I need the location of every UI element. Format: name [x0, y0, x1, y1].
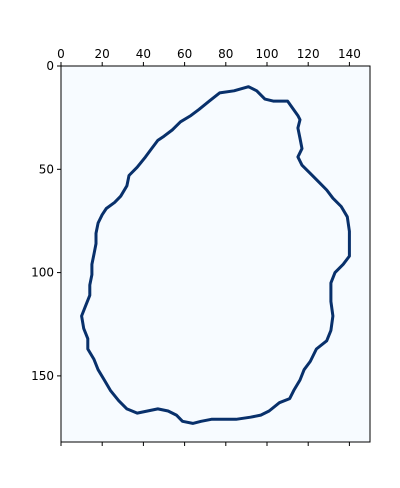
contour-line — [80, 85, 351, 425]
y-tick-label: 150 — [31, 369, 54, 383]
y-axis: 0 50 100 150 — [31, 59, 61, 383]
plot-area — [61, 66, 370, 442]
x-tick-label: 100 — [256, 47, 279, 61]
x-tick-label: 120 — [297, 47, 320, 61]
x-tick-label: 20 — [95, 47, 110, 61]
y-tick-label: 50 — [39, 162, 54, 176]
x-tick-label: 0 — [57, 47, 65, 61]
plot-frame — [60, 65, 371, 443]
x-axis-top: 0 20 40 60 80 100 120 140 — [57, 47, 361, 66]
y-tick-label: 100 — [31, 266, 54, 280]
x-tick-label: 140 — [338, 47, 361, 61]
x-tick-label: 40 — [136, 47, 151, 61]
x-tick-label: 80 — [218, 47, 233, 61]
x-tick-label: 60 — [177, 47, 192, 61]
x-axis-bottom — [60, 442, 350, 446]
y-tick-label: 0 — [46, 59, 54, 73]
